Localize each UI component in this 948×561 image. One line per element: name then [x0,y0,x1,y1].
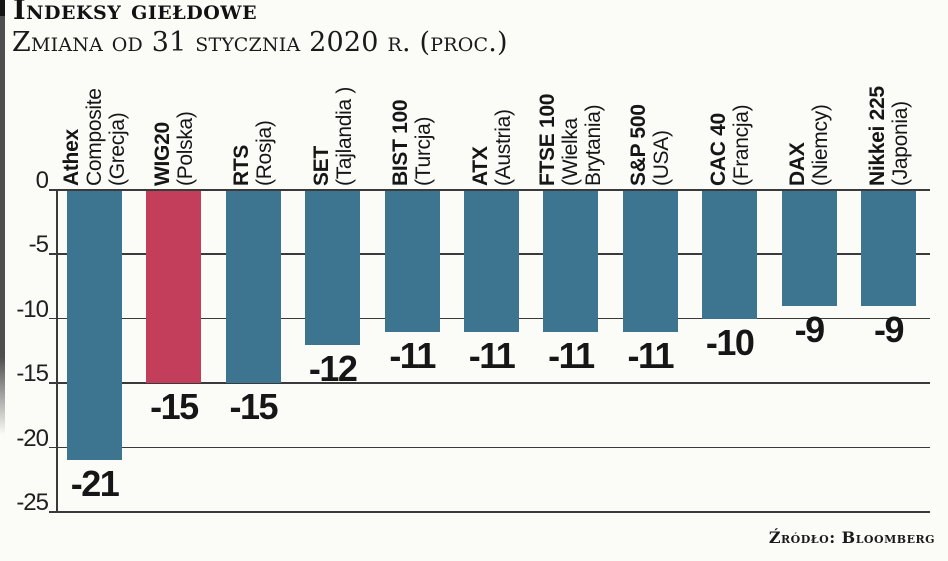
category-label: S&P 500 (USA) [627,104,673,186]
category-label-line: (Polska) [173,111,197,186]
bar-value-label: -11 [627,334,675,376]
zero-line [57,189,930,191]
bar [305,190,361,345]
category-label-line: DAX [786,142,810,186]
category-label: RTS (Rosja) [230,120,276,186]
category-label-line: ATX [468,146,492,186]
bar-value-label: -10 [705,321,755,363]
chart-title: Indeksy giełdowe [13,0,258,26]
category-label: BIST 100 (Turcja) [389,100,435,186]
y-axis-label: 0 [35,167,49,194]
bar-value-label: -9 [873,308,905,350]
category-label-line: (USA) [650,130,674,186]
bar-value-label: -21 [70,463,120,505]
bar-value-label: -11 [389,334,436,376]
category-label: SET (Tajlandia ) [310,87,356,186]
category-label-line: WIG20 [150,122,174,186]
y-axis-tick [49,317,57,320]
category-label-line: BIST 100 [389,99,413,186]
bar [67,190,122,461]
category-label: FTSE 100 (Wielka Brytania) [536,94,605,186]
bar-value-label: -11 [468,334,516,376]
category-label-line: (Turcja) [412,116,436,186]
y-axis-tick [49,382,57,384]
category-label-line: (Rosja) [253,120,277,186]
y-axis-tick [49,511,57,513]
category-label: Nikkei 225 (Japonia) [866,86,912,186]
category-label-line: Athex [60,129,83,186]
category-label-line: SET [309,146,333,186]
category-label-line: (Japonia) [888,101,912,186]
category-label-line: RTS [230,144,254,186]
bar-value-label: -11 [548,334,595,376]
category-label-line: Composite [83,88,106,186]
bar [861,190,916,306]
y-axis-tick [49,253,57,255]
page-rule [0,0,5,435]
category-label: Athex Composite (Grecja) [60,88,129,186]
y-axis-label: -15 [16,360,49,388]
y-axis-label: -25 [16,489,49,516]
bar-value-label: -15 [229,386,279,428]
bar [384,190,440,332]
y-axis-label: -5 [28,231,49,259]
category-label-line: FTSE 100 [536,93,560,186]
category-label-line: Brytania) [582,104,606,186]
gridline [57,446,930,449]
bar [225,190,281,384]
category-label: CAC 40 (Francja) [707,105,753,186]
bar [146,190,202,384]
y-axis-label: -10 [16,295,49,323]
category-label-line: (Wielka [559,118,583,186]
source-credit: Źródło: Bloomberg [768,528,935,547]
category-label-line: (Niemcy) [809,104,833,186]
category-label-line: (Tajlandia ) [332,86,356,186]
y-axis-tick [49,189,57,191]
bar [464,190,519,332]
bar [781,190,837,306]
category-label-line: (Austria) [491,109,515,186]
category-label: WIG20 (Polska) [151,111,197,186]
category-label-line: S&P 500 [627,104,651,186]
category-label-line: Nikkei 225 [865,86,889,186]
y-axis-spine [56,190,58,512]
category-label: DAX (Niemcy) [786,104,832,186]
bar [622,190,678,332]
category-label-line: (Francja) [729,104,753,186]
y-axis-label: -20 [16,424,49,452]
bar [543,190,599,332]
bar-value-label: -12 [308,347,358,389]
gridline [57,382,930,384]
bar-value-label: -9 [794,308,826,350]
bar-value-label: -15 [150,386,199,428]
y-axis-tick [49,446,57,449]
category-label-line: (Grecja) [106,112,129,186]
bar [702,190,758,319]
category-label-line: CAC 40 [706,113,730,186]
chart-subtitle: Zmiana od 31 stycznia 2020 r. (proc.) [12,27,508,58]
gridline [57,511,930,513]
category-label: ATX (Austria) [469,109,515,186]
